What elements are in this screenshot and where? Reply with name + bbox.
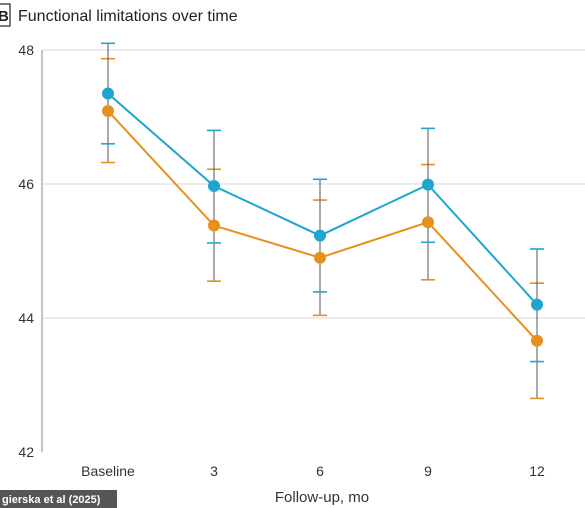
x-tick-label: 3 [210,463,218,479]
x-tick-labels: Baseline 3 6 9 12 [81,463,545,479]
series-2-point [102,104,114,117]
series-2-point [422,216,434,229]
series-1-point [314,229,326,242]
series-1-point [102,87,114,100]
y-tick-label: 42 [18,444,34,460]
series-2-error-bars [101,57,544,400]
series-1-error-bars [101,42,544,363]
panel-letter: B [0,8,9,25]
credit-text: gierska et al (2025) [2,494,101,506]
x-tick-label: 12 [529,463,545,479]
credit-background [0,490,117,508]
series-1-point [422,178,434,191]
y-tick-labels: 42 44 46 48 [18,42,34,460]
series-2-point [531,334,543,347]
series-2-line [107,110,538,342]
series-layer [101,42,544,400]
x-tick-label: Baseline [81,463,135,479]
y-tick-label: 48 [18,42,34,58]
gridlines [42,49,585,319]
x-tick-label: 6 [316,463,324,479]
panel-letter-box [0,3,11,27]
series-1-point [531,298,543,311]
series-1-line [107,92,538,306]
series-2-point [314,251,326,264]
x-tick-label: 9 [424,463,432,479]
y-tick-label: 44 [18,310,34,326]
series-2-point [208,219,220,232]
chart-title: Functional limitations over time [18,8,238,25]
y-tick-label: 46 [18,176,34,192]
series-1-point [208,180,220,193]
x-axis-title: Follow-up, mo [275,489,369,506]
